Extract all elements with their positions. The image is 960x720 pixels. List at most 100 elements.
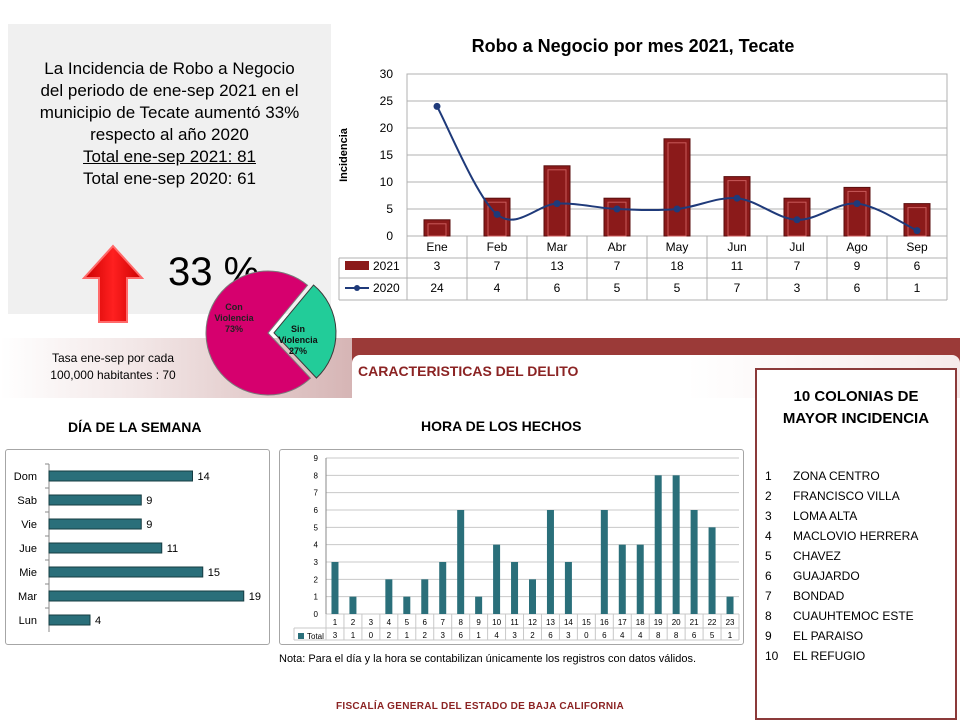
monthly-point-2020	[673, 205, 681, 213]
colonia-item: 8 CUAUHTEMOC ESTE	[765, 606, 918, 626]
hora-xtick: 22	[708, 618, 717, 627]
hora-xtick: 14	[564, 618, 573, 627]
summary-box: La Incidencia de Robo a Negocio del peri…	[8, 24, 331, 323]
colonia-rank: 8	[765, 609, 772, 623]
monthly-bar-bevel	[427, 223, 447, 237]
hora-bar	[475, 596, 483, 614]
hora-bar	[421, 579, 429, 614]
summary-line-1: La Incidencia de Robo a Negocio	[44, 59, 295, 78]
hora-table-value: 8	[656, 631, 661, 640]
hora-xtick: 8	[458, 618, 463, 627]
colonia-item: 6 GUAJARDO	[765, 566, 918, 586]
hora-xtick: 7	[440, 618, 445, 627]
hora-bar	[600, 510, 608, 614]
hora-chart-frame: 0 1 2 3 4 5 6 7 8 9 1 3 2 1 3 0 4 2 5 1 6 2 7 3 8 6 9 1 10 4 11 3 12 2 13 6…	[279, 449, 744, 645]
monthly-ytick: 25	[380, 94, 394, 108]
summary-line-3: municipio de Tecate aumentó 33%	[39, 103, 300, 122]
hora-title: HORA DE LOS HECHOS	[421, 418, 582, 434]
hora-ytick: 0	[314, 610, 319, 619]
hora-xtick: 6	[423, 618, 428, 627]
monthly-ytick: 20	[380, 121, 394, 135]
hora-table-value: 1	[476, 631, 481, 640]
monthly-bar-bevel	[907, 207, 927, 237]
hora-table-value: 1	[728, 631, 733, 640]
total-2021: Total ene-sep 2021: 81	[83, 147, 256, 166]
hora-ytick: 2	[314, 575, 319, 584]
hora-bar	[546, 510, 554, 614]
monthly-table-value-2021: 11	[731, 259, 744, 273]
hora-bar	[618, 544, 626, 614]
monthly-xtick: Feb	[487, 240, 508, 254]
legend-2020-marker	[354, 285, 360, 291]
colonia-name: CUAUHTEMOC ESTE	[793, 609, 914, 623]
monthly-xtick: Ago	[846, 240, 868, 254]
monthly-point-2020	[853, 200, 861, 208]
dia-value-label: 19	[249, 591, 261, 603]
legend-2021-label: 2021	[373, 259, 400, 273]
monthly-point-2020	[793, 216, 801, 224]
dia-bar	[48, 518, 142, 530]
dia-category-label: Mar	[18, 591, 37, 603]
colonia-item: 7 BONDAD	[765, 586, 918, 606]
hora-table-value: 1	[351, 631, 356, 640]
hora-bar	[493, 544, 501, 614]
monthly-bar-bevel	[727, 180, 747, 237]
monthly-bar-bevel	[667, 142, 687, 237]
pie-label-sin: Sin Violencia 27%	[278, 324, 318, 356]
monthly-point-2020	[733, 194, 741, 202]
hora-xtick: 21	[690, 618, 699, 627]
hora-bar	[331, 562, 339, 614]
hora-bar	[403, 596, 411, 614]
hora-bar	[636, 544, 644, 614]
dia-value-label: 15	[208, 567, 220, 579]
dia-value-label: 9	[146, 519, 152, 531]
legend-2020-label: 2020	[373, 281, 400, 295]
monthly-point-2020	[913, 227, 921, 235]
summary-line-4: respecto al año 2020	[90, 125, 249, 144]
dia-category-label: Sab	[17, 495, 37, 507]
tasa-text: Tasa ene-sep por cada 100,000 habitantes…	[18, 350, 208, 384]
hora-xtick: 9	[476, 618, 481, 627]
hora-bar	[385, 579, 393, 614]
legend-2021-swatch	[345, 261, 369, 270]
hora-xtick: 3	[369, 618, 374, 627]
monthly-table-value-2021: 7	[794, 259, 801, 273]
hora-table-value: 2	[530, 631, 535, 640]
colonia-name: EL PARAISO	[793, 629, 864, 643]
hora-ytick: 7	[314, 489, 319, 498]
colonia-item: 4 MACLOVIO HERRERA	[765, 526, 918, 546]
hora-xtick: 11	[510, 618, 519, 627]
colonia-name: EL REFUGIO	[793, 649, 866, 663]
monthly-ytick: 15	[380, 148, 394, 162]
monthly-table-value-2020: 6	[554, 281, 561, 295]
hora-table-value: 3	[440, 631, 445, 640]
violence-pie-chart: Con Violencia 73% Sin Violencia 27%	[205, 270, 337, 396]
dia-chart-frame: Dom 14 Sab 9 Vie 9 Jue 11 Mie 15 Mar 19 Lun 4	[5, 449, 270, 645]
dia-bar	[48, 470, 193, 482]
hora-xtick: 4	[387, 618, 392, 627]
monthly-table-value-2020: 4	[494, 281, 501, 295]
dia-value-label: 14	[198, 471, 210, 483]
monthly-table-value-2020: 7	[734, 281, 741, 295]
monthly-point-2020	[613, 205, 621, 213]
dia-category-label: Dom	[14, 471, 37, 483]
colonia-item: 5 CHAVEZ	[765, 546, 918, 566]
colonias-title-line-2: MAYOR INCIDENCIA	[782, 410, 930, 427]
colonia-rank: 9	[765, 629, 772, 643]
monthly-table-value-2021: 6	[914, 259, 921, 273]
dia-category-label: Lun	[19, 615, 37, 627]
monthly-bar-bevel	[607, 201, 627, 237]
hora-bar	[439, 562, 447, 614]
hora-bar	[457, 510, 465, 614]
hora-xtick: 10	[492, 618, 501, 627]
hora-xtick: 16	[600, 618, 609, 627]
hora-ytick: 6	[314, 506, 319, 515]
hora-chart: 0123456789132130425162738691104113122136…	[293, 454, 740, 641]
monthly-ytick: 5	[386, 202, 393, 216]
colonias-title-line-1: 10 COLONIAS DE	[793, 388, 919, 405]
colonia-name: ZONA CENTRO	[793, 469, 880, 483]
colonia-rank: 10	[765, 649, 779, 663]
hora-table-value: 3	[566, 631, 571, 640]
colonia-item: 9 EL PARAISO	[765, 626, 918, 646]
colonia-rank: 7	[765, 589, 772, 603]
